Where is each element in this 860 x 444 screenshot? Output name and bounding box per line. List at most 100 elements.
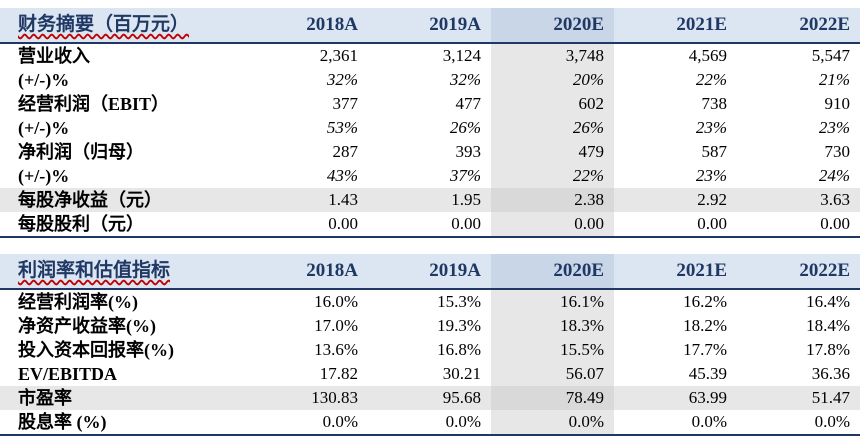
table-cell: 32% (449, 70, 481, 89)
table-cell: 17.0% (314, 316, 358, 335)
table-cell: 3,748 (491, 43, 614, 68)
row-label: (+/-)% (18, 70, 70, 90)
table-cell: 26% (449, 118, 481, 137)
table-cell: 2.92 (614, 188, 737, 212)
table-cell: 37% (449, 166, 481, 185)
table-cell: 602 (491, 92, 614, 116)
table-cell: 15.3% (437, 292, 481, 311)
row-label: (+/-)% (18, 166, 70, 186)
table-row: 经营利润（EBIT） 377 477 602 738 910 (0, 92, 860, 116)
table-cell: 18.3% (491, 314, 614, 338)
table-cell: 15.5% (491, 338, 614, 362)
table-cell: 287 (332, 142, 359, 161)
table-cell: 16.1% (491, 289, 614, 314)
table-cell: 30.21 (442, 364, 481, 383)
table-header-row: 财务摘要（百万元） 2018A 2019A 2020E 2021E 2022E (0, 8, 860, 44)
table-cell: 24% (818, 166, 850, 185)
table-cell: 16.4% (806, 292, 850, 311)
table-cell: 730 (824, 142, 851, 161)
table-cell: 18.4% (806, 316, 850, 335)
table-cell: 910 (824, 94, 851, 113)
table-title: 财务摘要（百万元） (0, 8, 245, 44)
table-cell: 21% (818, 70, 850, 89)
table-cell: 1.43 (245, 188, 368, 212)
row-label: 净利润（归母） (18, 142, 144, 162)
row-label: 经营利润（EBIT） (18, 94, 170, 114)
table-cell: 0.0% (491, 410, 614, 436)
year-header: 2021E (614, 8, 737, 44)
table-cell: 587 (701, 142, 728, 161)
table-cell: 13.6% (314, 340, 358, 359)
table-row: (+/-)% 32% 32% 20% 22% 21% (0, 68, 860, 92)
table-cell: 5,547 (811, 46, 850, 65)
table-cell: 2.38 (491, 188, 614, 212)
table-cell: 78.49 (491, 386, 614, 410)
row-label: 每股股利（元） (0, 212, 245, 238)
table-cell: 51.47 (737, 386, 860, 410)
table-cell: 45.39 (688, 364, 727, 383)
table-cell: 0.00 (368, 212, 491, 238)
table-header-row: 利润率和估值指标 2018A 2019A 2020E 2021E 2022E (0, 254, 860, 290)
valuation-metrics-table: 利润率和估值指标 2018A 2019A 2020E 2021E 2022E 经… (0, 254, 860, 436)
year-header: 2021E (614, 254, 737, 290)
table-row: (+/-)% 43% 37% 22% 23% 24% (0, 164, 860, 188)
table-row: 股息率 (%) 0.0% 0.0% 0.0% 0.0% 0.0% (0, 410, 860, 436)
table-cell: 16.0% (314, 292, 358, 311)
table-cell: 56.07 (491, 362, 614, 386)
table-row: 经营利润率(%) 16.0% 15.3% 16.1% 16.2% 16.4% (0, 289, 860, 314)
table-cell: 3.63 (737, 188, 860, 212)
table-cell: 0.0% (368, 410, 491, 436)
table-cell: 16.2% (683, 292, 727, 311)
table-cell: 3,124 (442, 46, 481, 65)
table-cell: 0.0% (614, 410, 737, 436)
table-cell: 18.2% (683, 316, 727, 335)
table-cell: 4,569 (688, 46, 727, 65)
row-label: EV/EBITDA (18, 364, 118, 384)
table-cell: 2,361 (319, 46, 358, 65)
table-row: 营业收入 2,361 3,124 3,748 4,569 5,547 (0, 43, 860, 68)
table-row: 每股净收益（元） 1.43 1.95 2.38 2.92 3.63 (0, 188, 860, 212)
table-cell: 0.00 (737, 212, 860, 238)
table-row: 净利润（归母） 287 393 479 587 730 (0, 140, 860, 164)
table-cell: 393 (455, 142, 482, 161)
year-header-highlighted: 2020E (491, 8, 614, 44)
table-cell: 377 (332, 94, 359, 113)
year-header: 2022E (737, 8, 860, 44)
table-cell: 479 (491, 140, 614, 164)
row-label: 营业收入 (18, 46, 90, 66)
table-cell: 130.83 (245, 386, 368, 410)
row-label: 净资产收益率(%) (18, 316, 156, 336)
financial-summary-table: 财务摘要（百万元） 2018A 2019A 2020E 2021E 2022E … (0, 8, 860, 238)
table-cell: 53% (326, 118, 358, 137)
table-cell: 738 (701, 94, 728, 113)
table-cell: 36.36 (811, 364, 850, 383)
table-cell: 22% (695, 70, 727, 89)
year-header-highlighted: 2020E (491, 254, 614, 290)
table-cell: 17.8% (806, 340, 850, 359)
row-label: (+/-)% (18, 118, 70, 138)
table-cell: 0.00 (245, 212, 368, 238)
table-cell: 95.68 (368, 386, 491, 410)
row-label: 每股净收益（元） (0, 188, 245, 212)
table-row: 每股股利（元） 0.00 0.00 0.00 0.00 0.00 (0, 212, 860, 238)
table-cell: 20% (491, 68, 614, 92)
table-cell: 23% (695, 118, 727, 137)
table-cell: 17.7% (683, 340, 727, 359)
table-cell: 17.82 (319, 364, 358, 383)
year-header: 2018A (245, 254, 368, 290)
year-header: 2019A (368, 8, 491, 44)
table-cell: 477 (455, 94, 482, 113)
table-row: 市盈率 130.83 95.68 78.49 63.99 51.47 (0, 386, 860, 410)
row-label: 股息率 (%) (0, 410, 245, 436)
table-cell: 32% (326, 70, 358, 89)
row-label: 经营利润率(%) (18, 292, 138, 312)
table-cell: 0.0% (245, 410, 368, 436)
table-row: EV/EBITDA 17.82 30.21 56.07 45.39 36.36 (0, 362, 860, 386)
table-cell: 23% (818, 118, 850, 137)
year-header: 2018A (245, 8, 368, 44)
table-cell: 0.0% (737, 410, 860, 436)
table-cell: 23% (695, 166, 727, 185)
table-cell: 43% (326, 166, 358, 185)
year-header: 2022E (737, 254, 860, 290)
table-row: 净资产收益率(%) 17.0% 19.3% 18.3% 18.2% 18.4% (0, 314, 860, 338)
